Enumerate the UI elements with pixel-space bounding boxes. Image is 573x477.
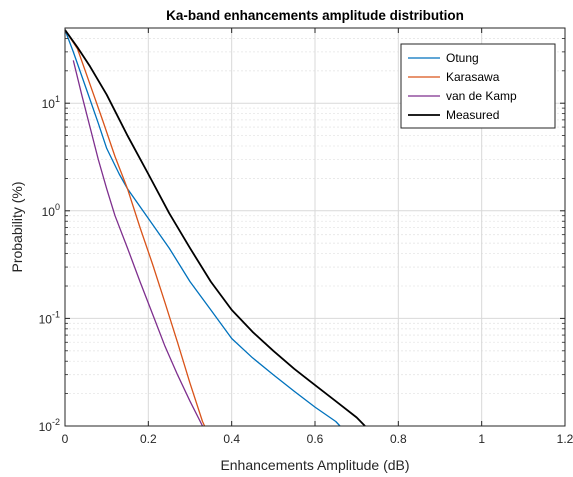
legend-label-otung: Otung [446, 51, 479, 65]
legend: Otung Karasawa van de Kamp Measured [400, 43, 556, 129]
ticks: 10-2 10-1 100 101 0 0.2 0.4 0.6 0.8 1 1.2 [39, 27, 573, 446]
x-tick-label: 0.6 [307, 432, 324, 446]
y-axis-label: Probability (%) [9, 181, 25, 272]
y-tick-label: 100 [42, 202, 60, 219]
x-tick-label: 0.4 [223, 432, 240, 446]
y-tick-label: 10-2 [39, 417, 60, 434]
y-tick-label: 101 [42, 94, 60, 111]
series-line-karasawa [64, 29, 206, 427]
series-line-van-de-kamp [72, 60, 204, 427]
legend-label-measured: Measured [446, 108, 499, 122]
x-tick-label: 0.8 [390, 432, 407, 446]
x-tick-label: 0 [62, 432, 69, 446]
x-tick-label: 1.2 [557, 432, 573, 446]
x-axis-label: Enhancements Amplitude (dB) [220, 457, 409, 473]
legend-label-karasawa: Karasawa [446, 70, 500, 84]
x-tick-label: 1 [478, 432, 485, 446]
series-line-otung [64, 29, 341, 427]
legend-label-van-de-kamp: van de Kamp [446, 89, 517, 103]
x-tick-label: 0.2 [140, 432, 157, 446]
series-line-measured [64, 29, 366, 427]
chart-title: Ka-band enhancements amplitude distribut… [166, 8, 464, 23]
series-layer [64, 29, 366, 427]
y-tick-label: 10-1 [39, 309, 60, 326]
